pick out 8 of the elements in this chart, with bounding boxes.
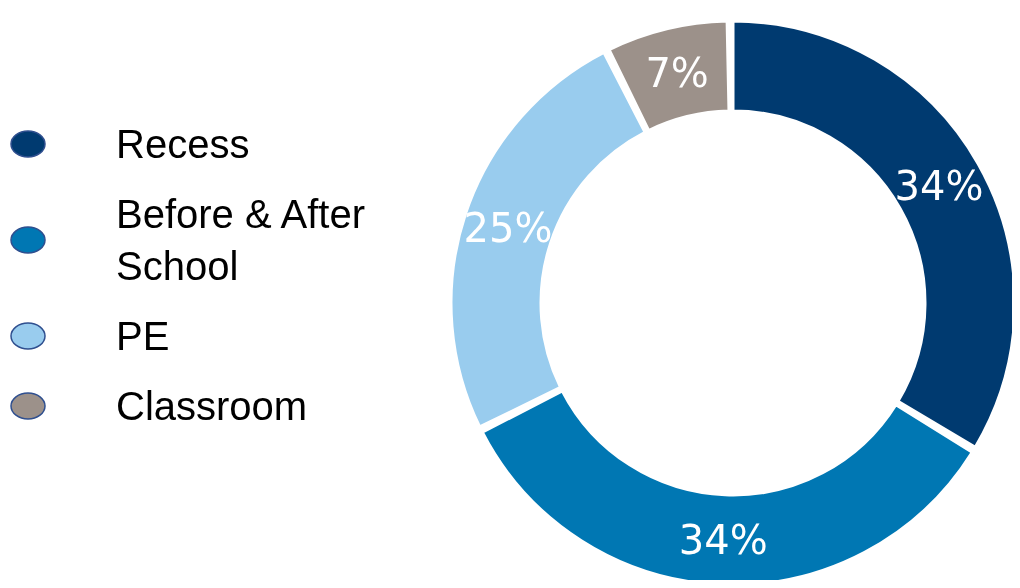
legend-label: Before & After School	[116, 191, 367, 290]
data-label: 25%	[463, 205, 553, 252]
data-label: 34%	[894, 162, 984, 209]
legend-label: Classroom	[116, 383, 309, 430]
legend-label: PE	[116, 313, 171, 360]
legend-label: Recess	[116, 121, 251, 168]
data-label: 7%	[645, 49, 709, 96]
data-label: 34%	[678, 516, 768, 563]
